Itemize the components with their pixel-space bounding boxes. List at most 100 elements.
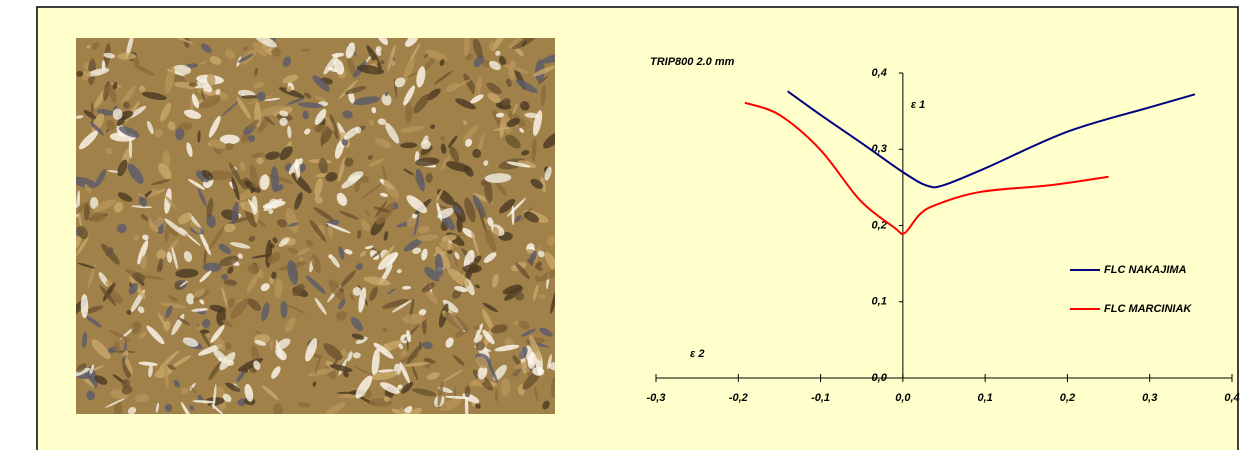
grain xyxy=(188,82,198,87)
grain xyxy=(487,92,501,103)
grain xyxy=(446,82,459,93)
grain xyxy=(320,140,325,147)
x-axis-label: ε 2 xyxy=(690,348,704,360)
grain xyxy=(462,124,479,143)
grain xyxy=(361,183,383,199)
grain xyxy=(445,337,454,348)
grain xyxy=(494,389,499,402)
grain xyxy=(370,370,399,381)
grain xyxy=(241,132,251,143)
grain xyxy=(82,331,88,349)
grain xyxy=(294,158,301,178)
grain xyxy=(265,151,280,160)
series-line xyxy=(744,101,1109,235)
grain xyxy=(506,78,512,88)
grain xyxy=(167,364,176,371)
grain xyxy=(490,324,508,334)
grain xyxy=(384,91,389,97)
grain xyxy=(253,38,277,48)
grain xyxy=(101,243,120,265)
grain xyxy=(421,341,433,350)
grain xyxy=(182,337,199,347)
grain xyxy=(536,261,543,267)
grain xyxy=(462,227,475,238)
grain xyxy=(465,53,474,60)
grain xyxy=(398,407,405,414)
grain xyxy=(341,137,349,146)
grain xyxy=(478,206,487,232)
grain xyxy=(308,368,335,377)
grain xyxy=(376,202,395,225)
grain xyxy=(297,102,324,109)
grain xyxy=(483,160,489,166)
grain xyxy=(173,379,180,388)
grain xyxy=(208,142,212,147)
grain xyxy=(521,40,528,47)
grain xyxy=(134,394,150,403)
grain xyxy=(186,293,195,305)
grain xyxy=(187,178,206,190)
grain xyxy=(413,94,430,114)
grain xyxy=(346,56,356,77)
grain xyxy=(80,293,89,319)
grain xyxy=(375,46,382,52)
grain xyxy=(368,158,385,167)
grain xyxy=(247,298,261,311)
grain xyxy=(103,81,111,101)
grain xyxy=(261,302,270,322)
grain xyxy=(328,279,345,301)
grain xyxy=(212,384,217,410)
grain xyxy=(447,135,458,148)
grain xyxy=(81,69,91,81)
grain xyxy=(184,109,202,119)
grain xyxy=(550,287,555,314)
grain xyxy=(417,234,439,242)
grain xyxy=(486,82,502,95)
grain xyxy=(262,385,279,401)
grain xyxy=(244,383,254,402)
grain xyxy=(150,217,164,231)
grain xyxy=(439,398,462,411)
grain xyxy=(251,345,259,363)
grain xyxy=(146,325,165,345)
grain xyxy=(165,305,173,319)
grain xyxy=(403,55,416,82)
grain xyxy=(105,280,113,286)
grain xyxy=(199,329,210,334)
grain xyxy=(121,356,131,379)
grain xyxy=(440,136,445,142)
grain xyxy=(495,112,505,118)
grain xyxy=(280,300,288,319)
grain xyxy=(447,249,453,255)
grain xyxy=(544,166,552,181)
grain xyxy=(137,306,145,314)
grain xyxy=(342,110,353,119)
grain xyxy=(411,213,418,219)
grain xyxy=(540,176,546,193)
grain xyxy=(224,143,234,150)
grain xyxy=(189,221,201,234)
grain xyxy=(338,157,346,183)
grain xyxy=(228,162,243,186)
grain xyxy=(452,205,462,215)
grain xyxy=(314,108,327,125)
grain xyxy=(373,342,394,359)
grain xyxy=(357,229,362,239)
y-tick-label: 0,3 xyxy=(872,143,887,155)
grain xyxy=(394,77,406,88)
grain xyxy=(548,362,555,371)
grain xyxy=(256,157,264,165)
grain xyxy=(128,138,133,159)
grain xyxy=(363,276,391,286)
grain xyxy=(519,128,525,133)
grain xyxy=(285,208,299,234)
grain xyxy=(283,303,306,314)
grain xyxy=(279,117,288,127)
grain xyxy=(112,81,118,90)
grain xyxy=(424,266,440,282)
grain xyxy=(78,130,99,150)
grain xyxy=(117,192,133,202)
grain xyxy=(205,332,211,338)
grain xyxy=(379,245,395,264)
